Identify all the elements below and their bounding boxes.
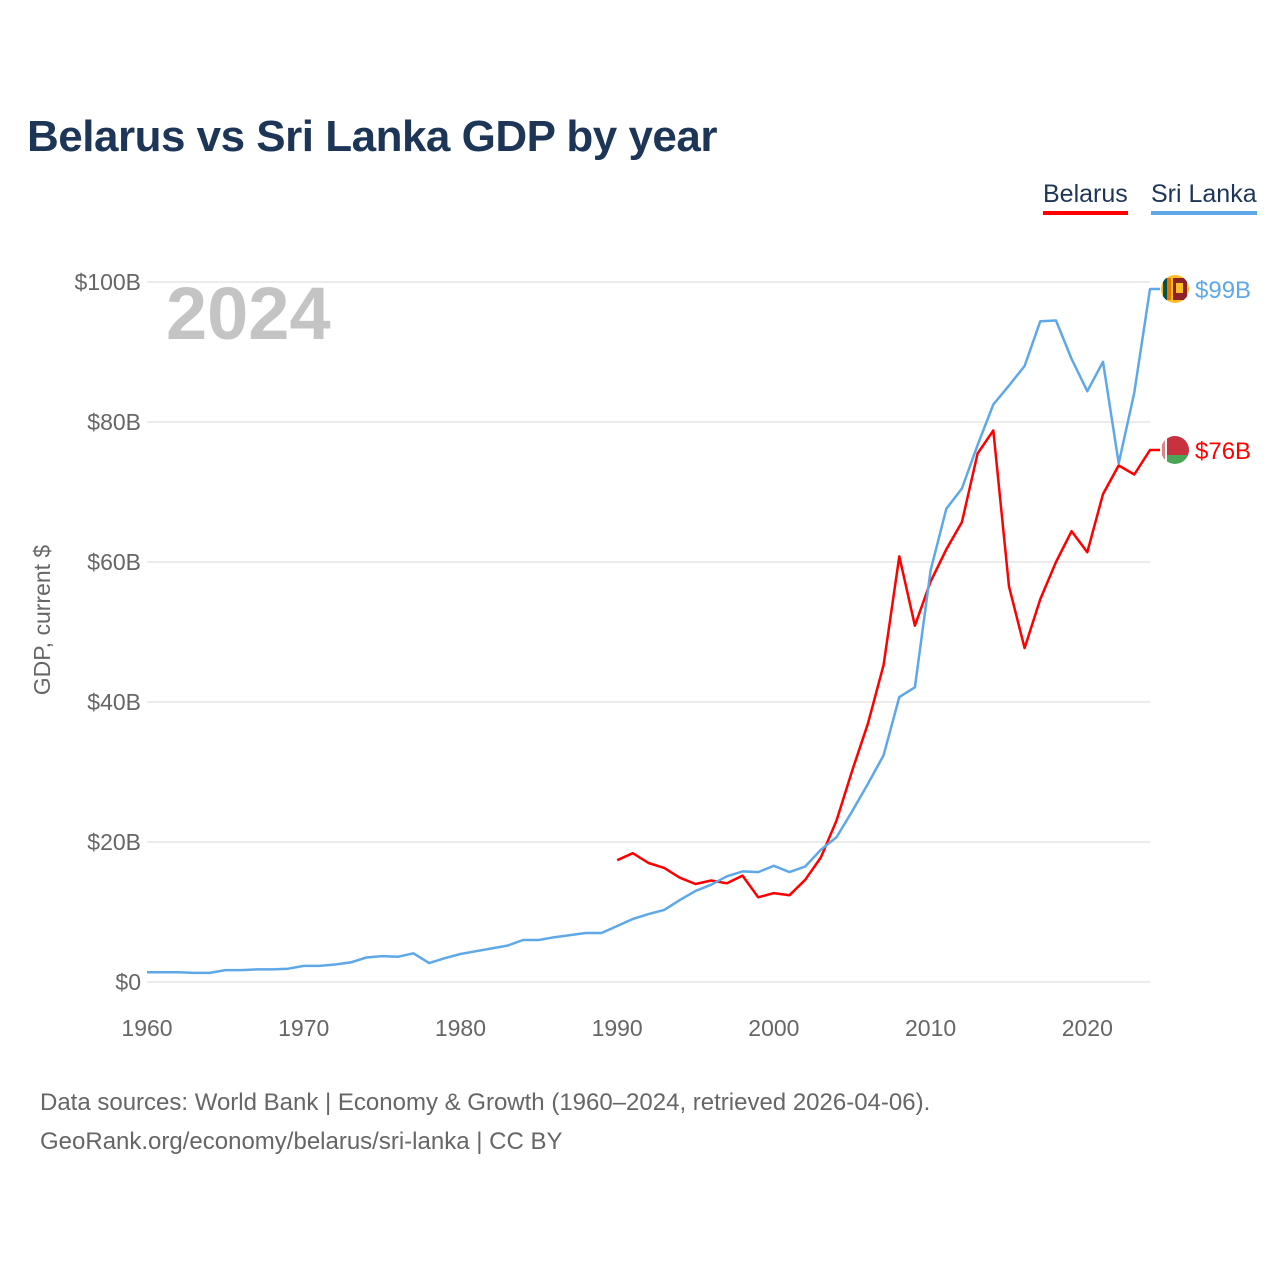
- series-line-belarus: [616, 429, 1160, 899]
- chart-title: Belarus vs Sri Lanka GDP by year: [27, 112, 718, 161]
- y-tick-label: $80B: [87, 409, 141, 435]
- end-value-label: $99B: [1195, 277, 1251, 304]
- x-tick-label: 2020: [1062, 1015, 1113, 1041]
- x-tick-label: 2010: [905, 1015, 956, 1041]
- x-tick-label: 1960: [121, 1015, 172, 1041]
- year-watermark: 2024: [166, 272, 331, 355]
- sri-lanka-flag-icon: [1161, 275, 1189, 303]
- y-tick-label: $20B: [87, 829, 141, 855]
- y-tick-label: $40B: [87, 689, 141, 715]
- x-tick-label: 1980: [435, 1015, 486, 1041]
- end-value-label: $76B: [1195, 438, 1251, 465]
- x-tick-label: 1970: [278, 1015, 329, 1041]
- x-tick-label: 2000: [748, 1015, 799, 1041]
- series-line-sri-lanka: [147, 287, 1160, 975]
- legend-sri-lanka[interactable]: Sri Lanka: [1151, 180, 1257, 215]
- x-tick-label: 1990: [592, 1015, 643, 1041]
- y-tick-label: $60B: [87, 549, 141, 575]
- footer: Data sources: World Bank | Economy & Gro…: [40, 1083, 930, 1161]
- data-source-note: Data sources: World Bank | Economy & Gro…: [40, 1089, 931, 1116]
- y-axis-label: GDP, current $: [29, 545, 55, 696]
- y-tick-label: $100B: [74, 269, 141, 295]
- belarus-flag-icon: [1161, 436, 1189, 464]
- source-link[interactable]: GeoRank.org/economy/belarus/sri-lanka | …: [40, 1128, 563, 1155]
- legend-belarus[interactable]: Belarus: [1043, 180, 1128, 215]
- y-tick-label: $0: [115, 969, 141, 995]
